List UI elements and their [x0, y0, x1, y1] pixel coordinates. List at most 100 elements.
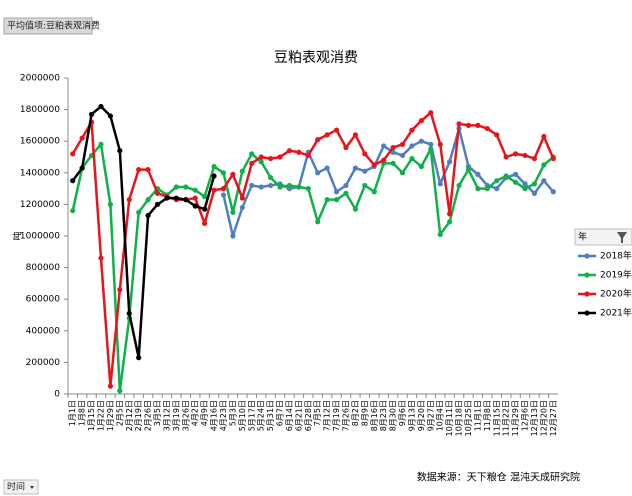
x-tick-label: 3月26日: [181, 400, 190, 431]
x-tick-label: 12月20日: [539, 400, 548, 436]
x-tick-label: 1月1日: [68, 400, 77, 426]
data-point: [202, 193, 208, 200]
x-tick-label: 2月19日: [134, 400, 143, 431]
filter-button[interactable]: [3, 17, 93, 35]
data-point: [437, 181, 443, 187]
legend-marker: [584, 291, 590, 297]
x-tick-label: 2月26日: [144, 400, 153, 431]
data-point: [437, 141, 443, 147]
x-tick-label: 1月15日: [87, 400, 96, 431]
x-tick-label: 12月27日: [549, 400, 558, 436]
data-point: [136, 209, 142, 215]
data-point: [136, 167, 142, 173]
data-point: [107, 383, 114, 389]
data-point: [494, 132, 500, 138]
data-point: [211, 173, 217, 179]
data-point: [98, 103, 104, 110]
x-tick-label: 10月18日: [455, 400, 464, 436]
legend-title: 年: [578, 231, 587, 243]
x-tick-label: 12月6日: [521, 400, 530, 431]
axis-field-label: 时间: [7, 481, 25, 493]
data-point: [239, 168, 245, 174]
x-tick-label: 3月5日: [153, 400, 162, 426]
data-point: [211, 163, 217, 170]
data-point: [522, 181, 528, 187]
x-tick-label: 7月12日: [323, 400, 332, 431]
x-tick-label: 3月12日: [162, 400, 171, 431]
data-point: [324, 165, 330, 171]
data-point: [315, 170, 321, 176]
data-point: [399, 152, 406, 159]
data-point: [286, 148, 293, 154]
x-tick-label: 8月30日: [389, 400, 398, 431]
data-point: [296, 149, 302, 155]
data-point: [315, 219, 321, 225]
data-point: [428, 146, 434, 152]
data-point: [126, 310, 132, 317]
data-point: [230, 209, 236, 215]
data-point: [550, 189, 556, 195]
x-tick-label: 2月12日: [125, 400, 134, 431]
data-point: [541, 178, 547, 184]
x-tick-label: 5月24日: [257, 400, 266, 431]
x-tick-label: 10月4日: [436, 400, 445, 431]
data-point: [239, 195, 245, 201]
y-tick-label: 1200000: [20, 200, 60, 210]
legend-label: 2018年: [600, 250, 632, 262]
data-point: [512, 179, 519, 185]
data-point: [183, 197, 189, 203]
data-point: [211, 187, 217, 193]
data-point: [296, 184, 302, 190]
legend-label: 2019年: [600, 269, 632, 281]
data-point: [409, 143, 415, 149]
data-point: [230, 171, 236, 177]
dropdown-icon[interactable]: [30, 486, 34, 489]
data-point: [249, 160, 255, 166]
x-tick-label: 5月3日: [228, 400, 237, 426]
data-point: [286, 182, 293, 189]
series-line: [222, 127, 555, 238]
data-point: [418, 138, 424, 144]
axis-field-button[interactable]: [3, 479, 39, 495]
filter-icon[interactable]: [617, 232, 627, 243]
x-tick-label: 5月31日: [266, 400, 275, 431]
data-point: [230, 233, 236, 239]
data-point: [531, 155, 538, 162]
x-tick-label: 1月8日: [78, 400, 87, 426]
x-tick-label: 11月29日: [511, 400, 520, 436]
x-tick-label: 11月8日: [483, 400, 492, 431]
data-point: [475, 122, 481, 128]
data-point: [79, 135, 85, 141]
data-point: [267, 155, 274, 162]
legend-label: 2021年: [600, 307, 632, 319]
x-tick-label: 4月23日: [219, 400, 228, 431]
source-note: 数据来源：天下粮仓 混沌天成研究院: [417, 471, 580, 484]
data-point: [117, 388, 123, 394]
data-point: [107, 201, 114, 207]
data-point: [315, 137, 321, 143]
data-point: [343, 144, 349, 151]
x-tick-label: 7月26日: [341, 400, 350, 431]
data-point: [352, 165, 359, 171]
data-point: [202, 220, 208, 226]
x-tick-label: 4月16日: [210, 400, 219, 431]
data-point: [126, 197, 132, 203]
data-point: [145, 167, 151, 173]
data-point: [88, 111, 95, 117]
data-point: [333, 197, 340, 203]
x-tick-label: 3月19日: [172, 400, 181, 431]
data-point: [465, 167, 472, 173]
x-tick-label: 4月9日: [200, 400, 209, 426]
data-point: [399, 141, 406, 147]
data-point: [173, 184, 179, 190]
data-point: [192, 195, 198, 201]
data-point: [98, 255, 104, 261]
data-point: [192, 187, 198, 193]
y-tick-label: 400000: [26, 326, 61, 336]
data-point: [249, 151, 255, 157]
data-point: [145, 197, 151, 203]
data-point: [258, 159, 264, 165]
x-tick-label: 6月21日: [294, 400, 303, 431]
y-tick-label: 1600000: [20, 137, 60, 147]
y-axis-label: 吨: [12, 231, 24, 240]
